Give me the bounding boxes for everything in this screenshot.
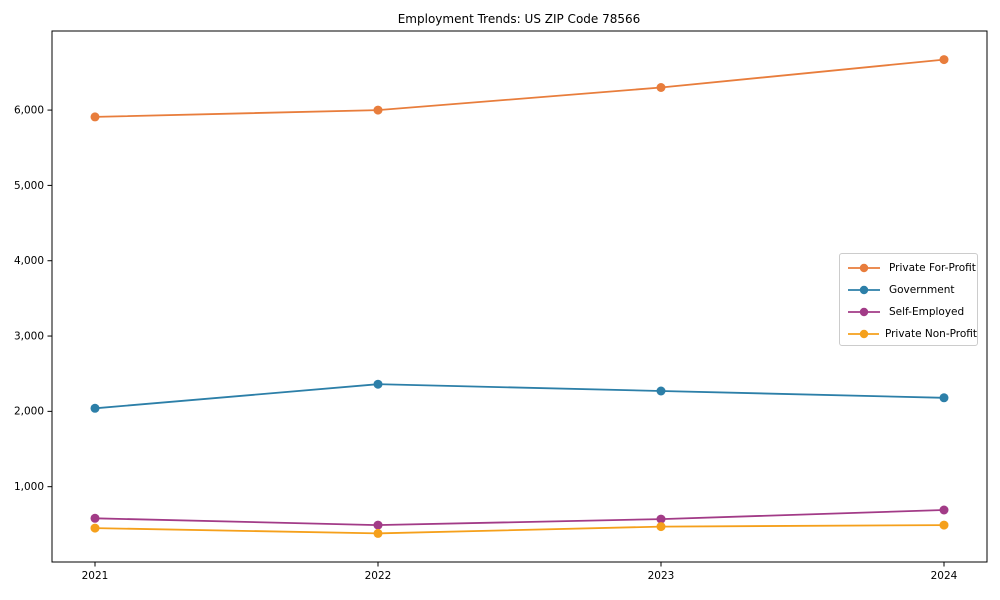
x-tick-label: 2022 <box>365 570 392 582</box>
x-tick-label: 2024 <box>931 570 958 582</box>
data-point-private-non-profit <box>373 528 383 538</box>
legend-swatch-private-non-profit <box>848 329 879 339</box>
legend-entry-private-non-profit: Private Non-Profit <box>845 323 977 345</box>
y-tick-label: 4,000 <box>14 255 44 267</box>
series-line-government <box>94 383 945 410</box>
legend: Private For-Profit Government Self-Employe… <box>839 253 978 346</box>
data-point-self-employed <box>939 505 949 515</box>
y-tick-label: 2,000 <box>14 406 44 418</box>
data-point-private-non-profit <box>656 522 666 532</box>
legend-label: Government <box>889 284 955 296</box>
legend-marker <box>859 285 869 295</box>
data-point-private-non-profit <box>939 520 949 530</box>
legend-marker <box>859 263 869 273</box>
data-point-self-employed <box>656 514 666 524</box>
x-tick-label: 2023 <box>648 570 675 582</box>
y-tick-label: 6,000 <box>14 104 44 116</box>
data-point-government <box>90 403 100 413</box>
data-point-private-for-profit <box>373 105 383 115</box>
data-point-self-employed <box>373 520 383 530</box>
legend-swatch-self-employed <box>848 307 880 317</box>
y-tick-label: 5,000 <box>14 180 44 192</box>
legend-entry-government: Government <box>845 279 977 301</box>
legend-swatch-private-for-profit <box>848 263 880 273</box>
data-point-private-for-profit <box>90 112 100 122</box>
legend-entry-self-employed: Self-Employed <box>845 301 977 323</box>
data-point-private-non-profit <box>90 523 100 533</box>
legend-swatch-government <box>848 285 880 295</box>
data-point-self-employed <box>90 513 100 523</box>
chart-title: Employment Trends: US ZIP Code 78566 <box>398 12 641 26</box>
legend-marker <box>859 307 869 317</box>
legend-entry-private-for-profit: Private For-Profit <box>845 257 977 279</box>
y-tick-label: 3,000 <box>14 330 44 342</box>
data-point-government <box>656 386 666 396</box>
series-line-private-non-profit <box>94 524 945 535</box>
data-point-private-for-profit <box>939 55 949 65</box>
series-line-private-for-profit <box>94 58 945 118</box>
legend-label: Self-Employed <box>889 306 965 318</box>
data-point-government <box>939 393 949 403</box>
data-point-private-for-profit <box>656 83 666 92</box>
x-tick-label: 2021 <box>82 570 109 582</box>
data-point-government <box>373 379 383 389</box>
y-tick-label: 1,000 <box>14 481 44 493</box>
legend-marker <box>859 329 869 339</box>
legend-label: Private Non-Profit <box>884 328 977 340</box>
legend-label: Private For-Profit <box>889 262 976 274</box>
plot-border <box>51 30 988 563</box>
series-line-self-employed <box>94 509 945 527</box>
